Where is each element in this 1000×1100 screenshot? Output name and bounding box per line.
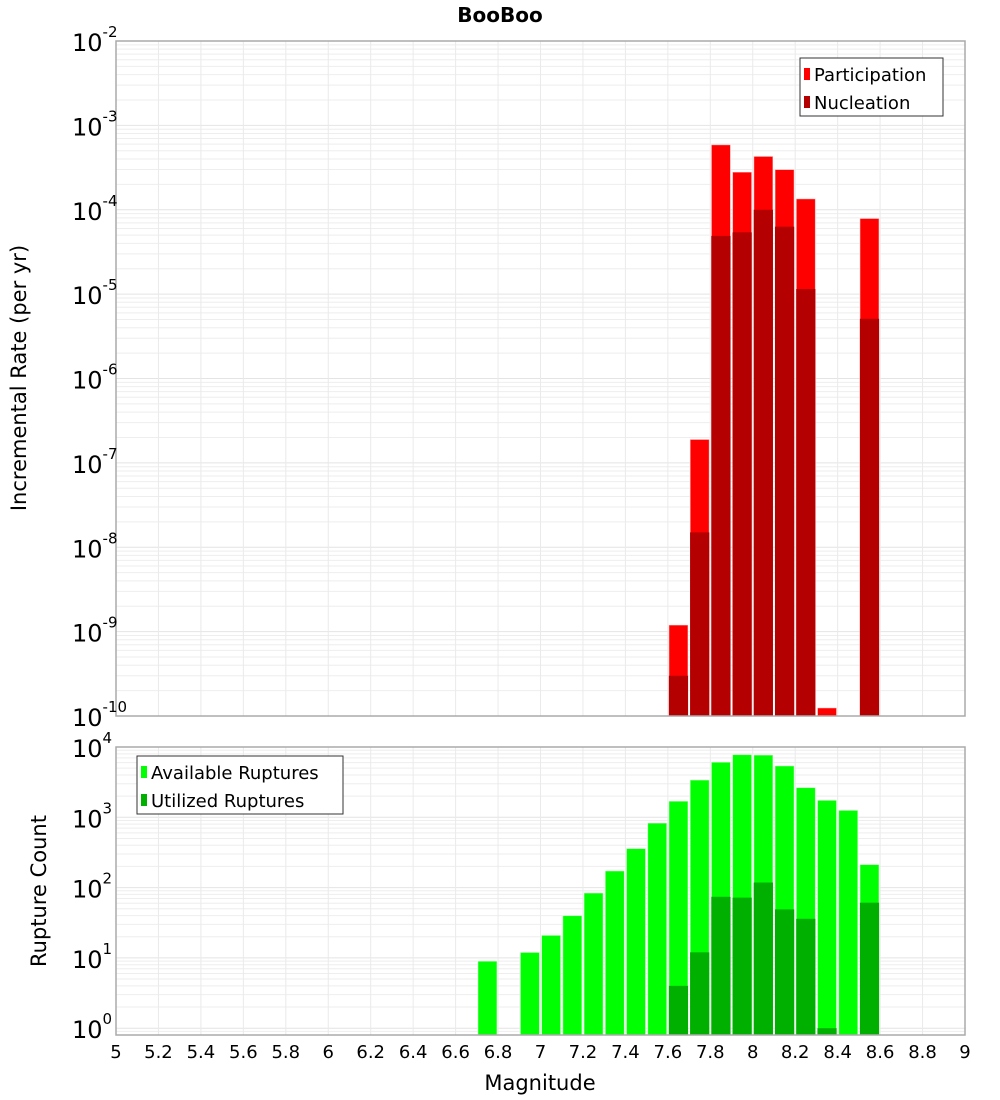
- bar-available-ruptures: [838, 809, 859, 1036]
- bar-available-ruptures: [519, 951, 541, 1036]
- bar-available-ruptures: [477, 960, 498, 1036]
- bar-available-ruptures: [604, 870, 625, 1036]
- bar-utilized-ruptures: [690, 952, 710, 1035]
- y-tick-label: 100: [72, 1010, 112, 1044]
- x-axis-label: Magnitude: [484, 1071, 595, 1095]
- bar-nucleation: [859, 318, 880, 716]
- chart-title: BooBoo: [457, 3, 542, 27]
- y-tick-label: 10-2: [72, 23, 118, 57]
- x-tick-label: 8.6: [866, 1042, 895, 1063]
- legend-label: Participation: [814, 65, 926, 86]
- plot-frame: [115, 40, 966, 717]
- x-tick-label: 8.8: [908, 1042, 937, 1063]
- y-tick-label: 101: [72, 940, 112, 974]
- x-tick-label: 8.2: [781, 1042, 810, 1063]
- legend-swatch: [804, 68, 810, 80]
- legend-swatch: [141, 794, 147, 806]
- x-tick-label: 7: [535, 1042, 546, 1063]
- bottom-y-axis-label: Rupture Count: [27, 815, 51, 967]
- bar-utilized-ruptures: [796, 918, 816, 1035]
- x-tick-label: 7.4: [611, 1042, 640, 1063]
- x-tick-label: 8.4: [823, 1042, 852, 1063]
- legend-box: [799, 57, 944, 117]
- x-tick-label: 5: [110, 1042, 121, 1063]
- bar-utilized-ruptures: [859, 902, 880, 1035]
- y-tick-label: 103: [72, 799, 112, 833]
- bar-nucleation: [711, 235, 731, 716]
- x-tick-label: 6.4: [399, 1042, 428, 1063]
- y-tick-label: 104: [72, 729, 112, 763]
- legend-swatch: [804, 96, 810, 108]
- x-tick-label: 5.4: [187, 1042, 216, 1063]
- bar-nucleation: [774, 226, 795, 716]
- x-tick-label: 9: [959, 1042, 970, 1063]
- y-tick-label: 10-3: [72, 107, 118, 141]
- bar-participation: [816, 707, 838, 717]
- x-tick-label: 5.6: [229, 1042, 258, 1063]
- bar-utilized-ruptures: [753, 882, 773, 1035]
- legend-swatch: [141, 766, 147, 778]
- bar-utilized-ruptures: [711, 896, 731, 1035]
- bar-available-ruptures: [583, 892, 604, 1036]
- bar-nucleation: [753, 209, 773, 716]
- bar-utilized-ruptures: [732, 897, 752, 1035]
- x-tick-label: 7.2: [569, 1042, 598, 1063]
- y-tick-label: 10-7: [72, 445, 118, 479]
- legend-label: Utilized Ruptures: [151, 791, 304, 812]
- x-tick-label: 6: [323, 1042, 334, 1063]
- bar-nucleation: [732, 232, 752, 716]
- y-tick-label: 10-10: [72, 698, 127, 732]
- x-tick-label: 8: [747, 1042, 758, 1063]
- x-tick-label: 5.2: [144, 1042, 173, 1063]
- legend: Available Ruptures Utilized Ruptures: [136, 755, 344, 815]
- y-tick-label: 10-4: [72, 192, 118, 226]
- bar-available-ruptures: [562, 915, 583, 1036]
- bar-nucleation: [796, 289, 816, 716]
- bar-available-ruptures: [647, 822, 668, 1036]
- legend-box: [136, 755, 344, 815]
- x-tick-label: 6.6: [441, 1042, 470, 1063]
- bar-available-ruptures: [625, 847, 647, 1036]
- bar-nucleation: [668, 675, 689, 716]
- bar-available-ruptures: [816, 799, 838, 1036]
- x-tick-label: 5.8: [271, 1042, 300, 1063]
- legend-label: Nucleation: [814, 93, 910, 114]
- legend-label: Available Ruptures: [151, 763, 319, 784]
- bar-utilized-ruptures: [774, 909, 795, 1035]
- y-tick-label: 10-5: [72, 276, 118, 310]
- bar-utilized-ruptures: [817, 1028, 837, 1035]
- x-tick-label: 7.6: [654, 1042, 683, 1063]
- y-tick-label: 10-8: [72, 529, 118, 563]
- x-tick-label: 6.8: [484, 1042, 513, 1063]
- x-tick-label: 6.2: [356, 1042, 385, 1063]
- bar-utilized-ruptures: [668, 985, 689, 1035]
- y-tick-label: 10-6: [72, 361, 118, 395]
- plot-frame: [115, 746, 966, 1036]
- x-tick-label: 7.8: [696, 1042, 725, 1063]
- legend: Participation Nucleation: [799, 57, 944, 117]
- bar-nucleation: [690, 532, 710, 716]
- y-tick-label: 10-9: [72, 614, 118, 648]
- y-tick-label: 102: [72, 870, 112, 904]
- bar-available-ruptures: [541, 934, 562, 1036]
- top-y-axis-label: Incremental Rate (per yr): [7, 245, 31, 511]
